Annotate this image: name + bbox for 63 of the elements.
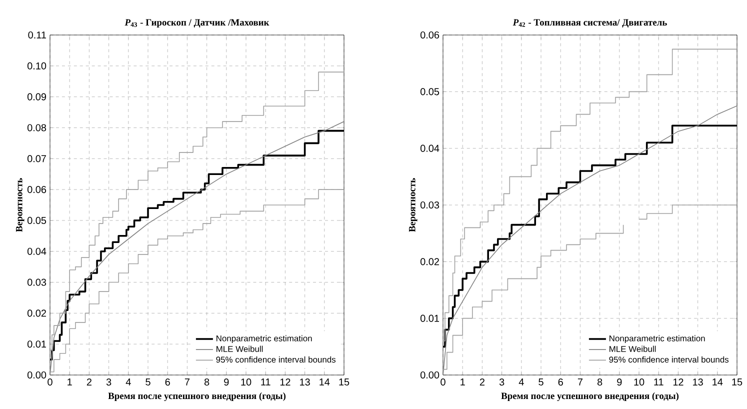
x-tick-label: 9	[224, 378, 229, 386]
y-tick-label: 0.02	[420, 258, 439, 266]
y-tick-label: 0.03	[27, 278, 46, 286]
x-tick-label: 0	[440, 378, 446, 386]
x-tick-label: 11	[654, 378, 664, 386]
x-tick-label: 4	[126, 378, 131, 386]
x-tick-label: 14	[320, 378, 330, 386]
x-tick-label: 2	[480, 378, 484, 386]
y-tick-label: 0.06	[27, 186, 46, 194]
y-tick-label: 0.08	[27, 124, 46, 132]
x-tick-label: 11	[261, 378, 270, 386]
y-tick-label: 0.04	[420, 144, 440, 152]
y-tick-label: 0.02	[27, 310, 46, 317]
x-tick-label: 8	[597, 378, 602, 386]
x-tick-label: 12	[673, 378, 684, 386]
x-tick-label: 13	[300, 378, 310, 386]
y-tick-label: 0.01	[27, 340, 46, 348]
y-tick-label: 0.06	[420, 31, 440, 39]
y-tick-label: 0.00	[27, 371, 46, 379]
x-tick-label: 2	[86, 378, 92, 386]
y-tick-label: 0.09	[27, 93, 46, 100]
legend-label: 95% confidence interval bounds	[609, 356, 729, 363]
x-tick-label: 10	[634, 378, 644, 386]
chart-title: P$_{42}$ - Топливная система/ Двигатель	[512, 19, 667, 28]
y-tick-label: 0.11	[28, 31, 46, 39]
legend-label: Nonparametric estimation	[610, 335, 705, 344]
x-tick-label: 8	[204, 378, 210, 386]
x-tick-label: 15	[339, 378, 350, 386]
x-tick-label: 9	[617, 378, 622, 386]
x-tick-label: 10	[241, 378, 252, 386]
x-tick-label: 4	[518, 378, 524, 386]
x-tick-label: 13	[693, 378, 703, 386]
x-tick-label: 5	[538, 378, 544, 386]
legend-label: 95% confidence interval bounds	[216, 356, 336, 363]
x-tick-label: 6	[165, 378, 170, 386]
x-tick-label: 1	[68, 378, 72, 386]
x-tick-label: 3	[106, 378, 112, 386]
x-tick-label: 7	[184, 378, 190, 386]
y-tick-label: 0.03	[420, 201, 440, 209]
legend-label: MLE Weibull	[610, 346, 656, 352]
y-tick-label: 0.04	[27, 248, 46, 255]
y-tick-label: 0.07	[27, 155, 46, 162]
x-tick-label: 3	[499, 378, 504, 386]
x-axis-title: Время после успешного внедрения (годы)	[501, 392, 679, 402]
x-tick-label: 14	[712, 378, 723, 386]
y-tick-label: 0.01	[420, 314, 440, 322]
x-tick-label: 5	[146, 378, 150, 386]
x-tick-label: 0	[48, 378, 52, 386]
legend-label: Nonparametric estimation	[216, 335, 312, 344]
y-tick-label: 0.10	[27, 62, 46, 70]
y-tick-label: 0.00	[420, 371, 440, 379]
chart-title: P$_{43}$ - Гироскоп / Датчик /Маховик	[124, 19, 270, 28]
x-axis-title: Время после успешного внедрения (годы)	[108, 392, 286, 402]
y-tick-label: 0.05	[27, 216, 46, 224]
x-tick-label: 6	[558, 378, 563, 386]
x-tick-label: 7	[578, 378, 582, 386]
x-tick-label: 15	[732, 378, 742, 386]
y-axis-title: Вероятность	[409, 178, 418, 232]
y-axis-title: Вероятность	[16, 178, 24, 232]
x-tick-label: 12	[280, 378, 290, 386]
legend-label: MLE Weibull	[216, 346, 263, 352]
y-tick-label: 0.05	[420, 88, 440, 96]
x-tick-label: 1	[460, 378, 465, 386]
